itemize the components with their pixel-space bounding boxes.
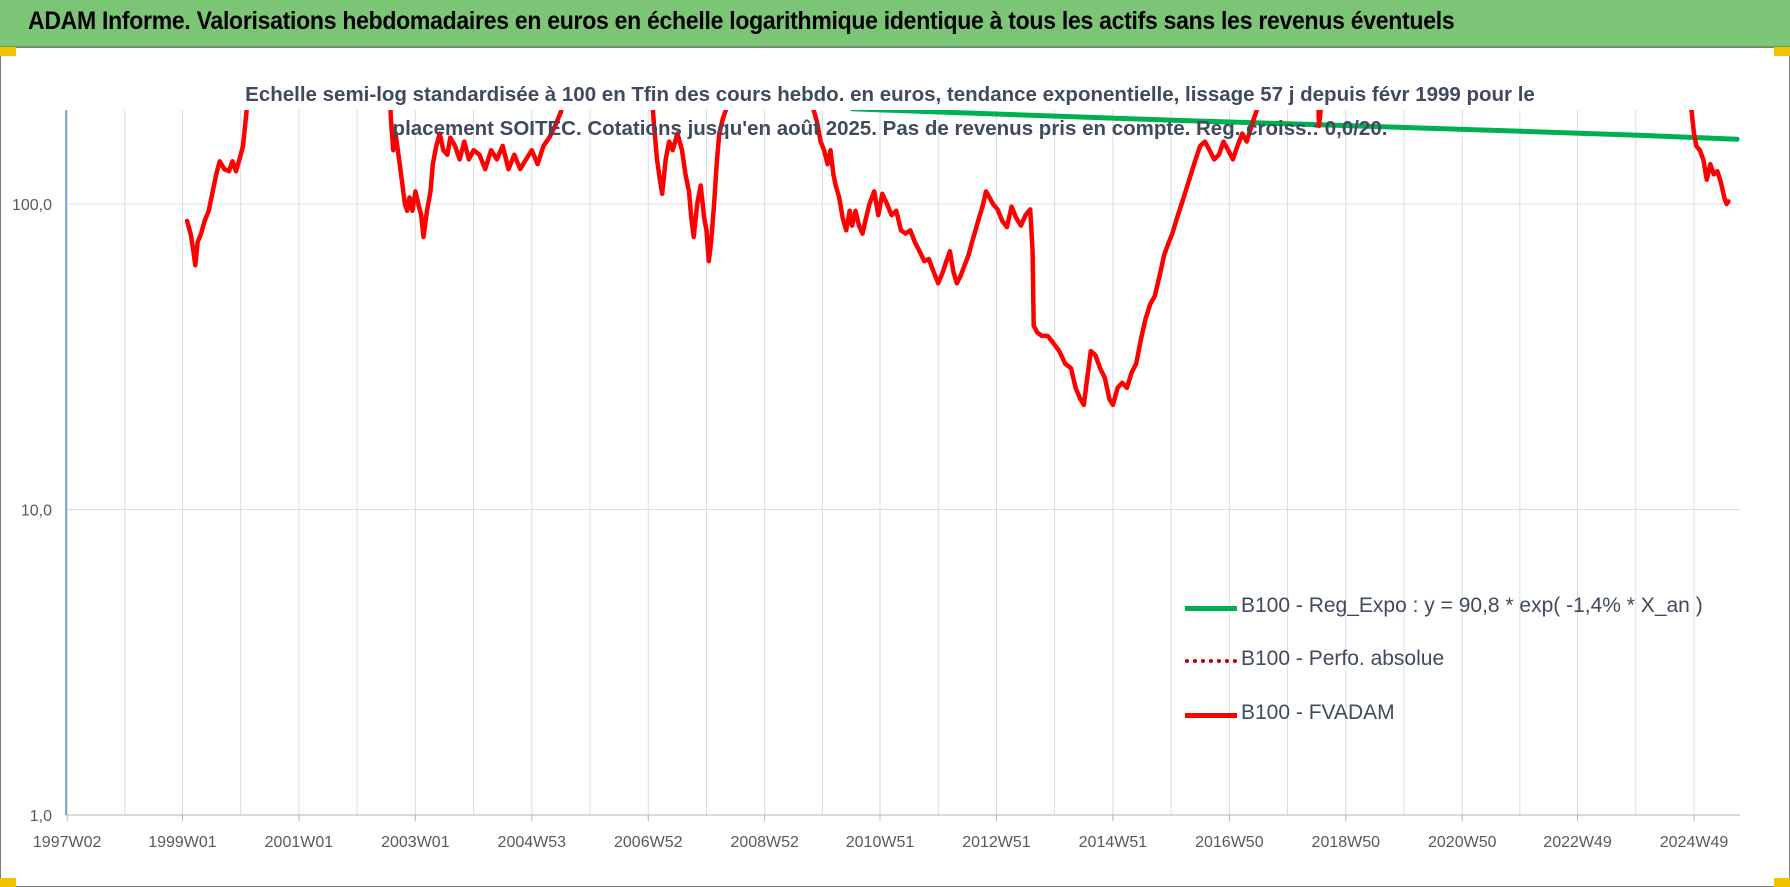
x-tick-label: 2018W50 (1312, 834, 1381, 851)
chart-title: Echelle semi-log standardisée à 100 en T… (230, 78, 1550, 146)
header-bar: ADAM Informe. Valorisations hebdomadaire… (0, 0, 1790, 47)
legend-item-fvadam: B100 - FVADAM (1185, 699, 1605, 729)
x-tick-label: 1999W01 (148, 834, 217, 851)
corner-marker (1774, 878, 1790, 887)
legend-swatch-reg-expo (1185, 606, 1237, 611)
x-tick-label: 2010W51 (846, 834, 915, 851)
x-tick-label: 2012W51 (962, 834, 1031, 851)
y-tick-label: 10,0 (21, 503, 52, 520)
x-tick-label: 2003W01 (381, 834, 450, 851)
y-tick-label: 1,0 (30, 808, 52, 825)
series-line-fvadam (184, 110, 1731, 408)
x-tick-label: 2022W49 (1543, 834, 1612, 851)
legend-label-perfo-absolue: B100 - Perfo. absolue (1241, 647, 1445, 670)
x-tick-label: 2024W49 (1660, 834, 1729, 851)
x-tick-label: 1997W02 (33, 834, 102, 851)
corner-marker (1774, 47, 1790, 56)
chart-title-line-1: Echelle semi-log standardisée à 100 en T… (245, 83, 1535, 106)
legend-label-reg-expo: B100 - Reg_Expo : y = 90,8 * exp( -1,4% … (1241, 594, 1703, 617)
x-tick-label: 2004W53 (498, 834, 567, 851)
series-line-reg-expo (849, 110, 1740, 142)
x-tick-label: 2016W50 (1195, 834, 1264, 851)
legend-swatch-perfo-absolue (1185, 659, 1237, 663)
corner-marker (0, 878, 16, 887)
x-tick-label: 2006W52 (614, 834, 683, 851)
legend-swatch-fvadam (1185, 713, 1237, 718)
legend-label-fvadam: B100 - FVADAM (1241, 701, 1395, 724)
legend-item-reg-expo: B100 - Reg_Expo : y = 90,8 * exp( -1,4% … (1185, 592, 1703, 622)
x-tick-label: 2020W50 (1428, 834, 1497, 851)
chart-title-line-2: placement SOITEC. Cotations jusqu'en aoû… (392, 117, 1388, 140)
legend-item-perfo-absolue: B100 - Perfo. absolue (1185, 645, 1605, 675)
page-title: ADAM Informe. Valorisations hebdomadaire… (28, 7, 1455, 35)
corner-marker (0, 47, 16, 56)
x-tick-label: 2014W51 (1079, 834, 1148, 851)
x-tick-label: 2001W01 (265, 834, 334, 851)
y-tick-label: 100,0 (12, 197, 52, 214)
x-tick-label: 2008W52 (730, 834, 799, 851)
